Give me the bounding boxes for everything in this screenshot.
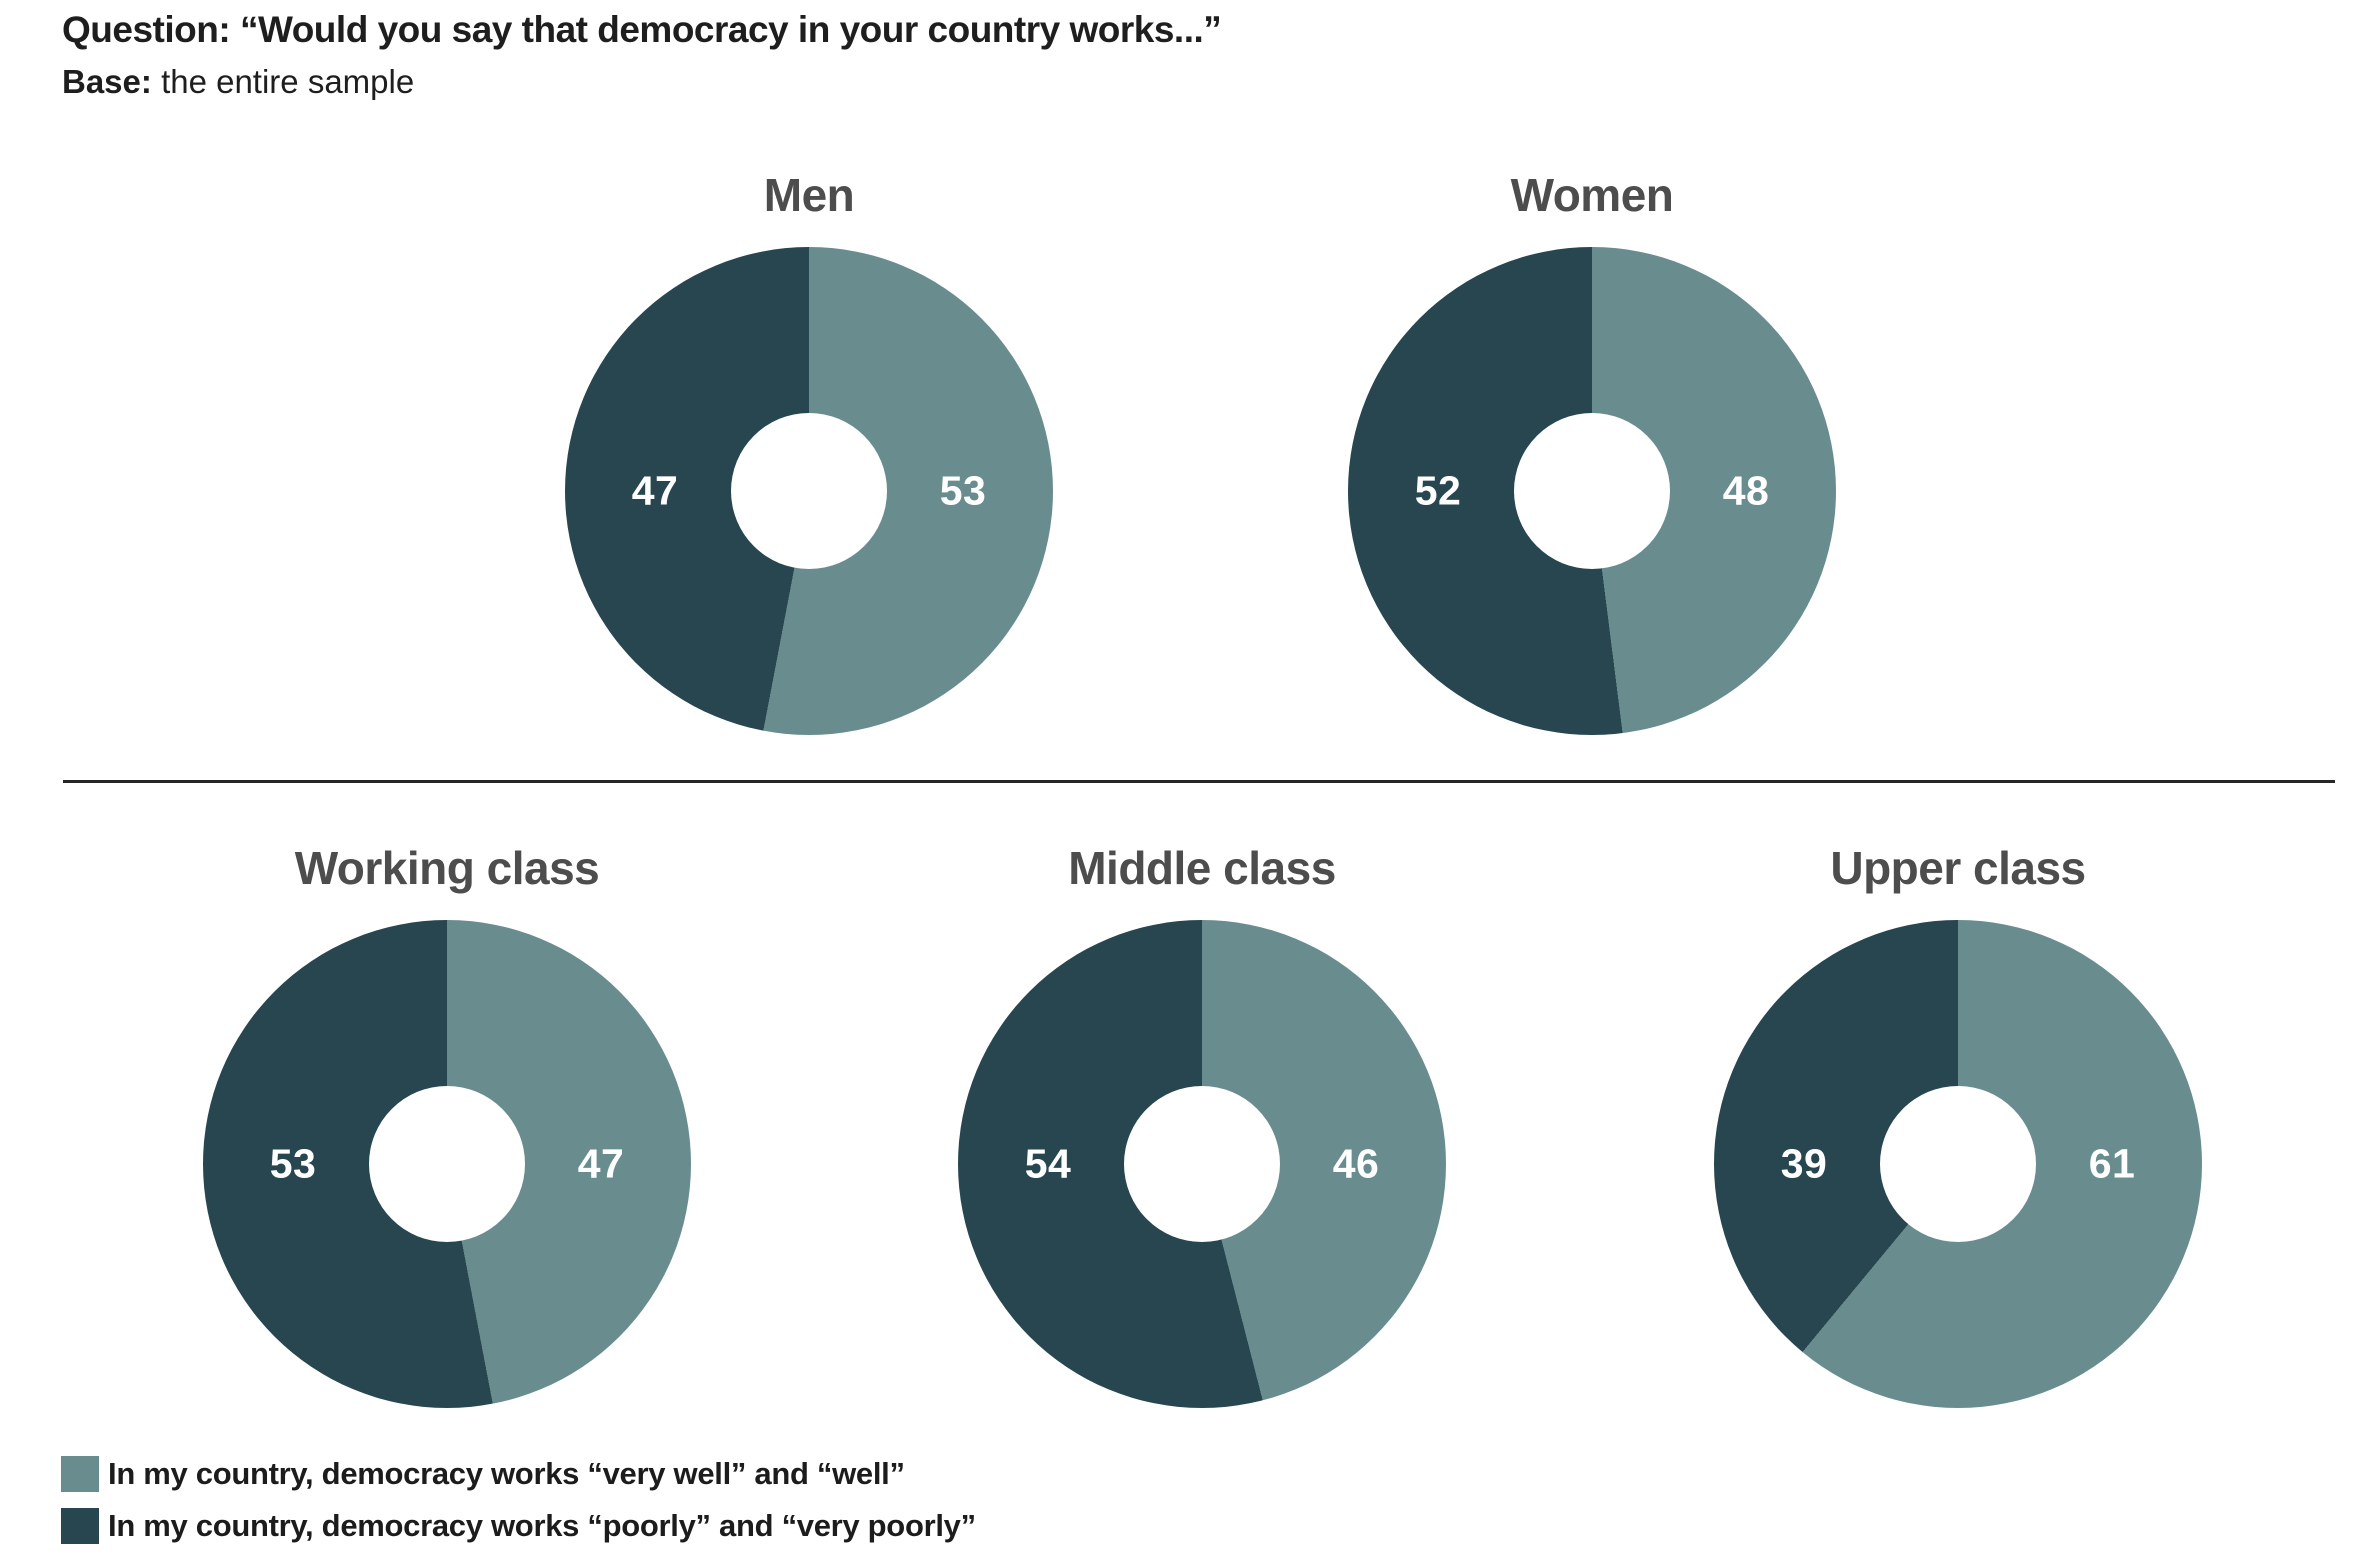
base-line: Base: the entire sample	[62, 60, 1221, 104]
header: Question: “Would you say that democracy …	[62, 6, 1222, 104]
chart-working-class: Working class 53 47	[203, 843, 691, 1408]
question-line: Question: “Would you say that democracy …	[62, 6, 1222, 54]
chart-title-upper-class: Upper class	[1830, 842, 2086, 894]
chart-upper-class: Upper class 39 61	[1714, 843, 2202, 1408]
value-poorly: 47	[631, 467, 679, 514]
value-well: 61	[2088, 1140, 2136, 1187]
donut-hole	[1514, 413, 1670, 569]
donut-upper-class: 39 61	[1714, 920, 2202, 1408]
chart-title-middle-class: Middle class	[1068, 842, 1336, 894]
value-poorly: 54	[1024, 1140, 1072, 1187]
donut-hole	[731, 413, 887, 569]
question-label: Question:	[62, 9, 231, 50]
legend-label-poorly: In my country, democracy works “poorly” …	[108, 1508, 976, 1543]
chart-men: Men 47 53	[565, 170, 1053, 735]
legend-item-poorly: In my country, democracy works “poorly” …	[61, 1507, 976, 1545]
base-text: the entire sample	[161, 63, 415, 100]
legend-swatch-poorly-icon	[61, 1508, 99, 1544]
chart-title-men: Men	[763, 169, 855, 221]
divider-line	[63, 780, 2335, 783]
donut-hole	[1124, 1086, 1280, 1242]
value-well: 47	[577, 1140, 625, 1187]
chart-women: Women 52 48	[1348, 170, 1836, 735]
chart-title-women: Women	[1510, 169, 1674, 221]
value-well: 48	[1722, 467, 1770, 514]
legend-label-well: In my country, democracy works “very wel…	[108, 1456, 905, 1491]
chart-title-working-class: Working class	[294, 842, 600, 894]
legend: In my country, democracy works “very wel…	[61, 1455, 976, 1559]
donut-middle-class: 54 46	[958, 920, 1446, 1408]
base-label: Base:	[62, 63, 152, 100]
value-poorly: 39	[1780, 1140, 1828, 1187]
donut-hole	[1880, 1086, 2036, 1242]
donut-women: 52 48	[1348, 247, 1836, 735]
donut-working-class: 53 47	[203, 920, 691, 1408]
legend-swatch-well-icon	[61, 1456, 99, 1492]
value-well: 46	[1332, 1140, 1380, 1187]
chart-middle-class: Middle class 54 46	[958, 843, 1446, 1408]
donut-men: 47 53	[565, 247, 1053, 735]
value-poorly: 52	[1414, 467, 1462, 514]
value-well: 53	[939, 467, 987, 514]
question-text: “Would you say that democracy in your co…	[239, 9, 1222, 50]
legend-item-well: In my country, democracy works “very wel…	[61, 1455, 976, 1493]
donut-hole	[369, 1086, 525, 1242]
value-poorly: 53	[269, 1140, 317, 1187]
